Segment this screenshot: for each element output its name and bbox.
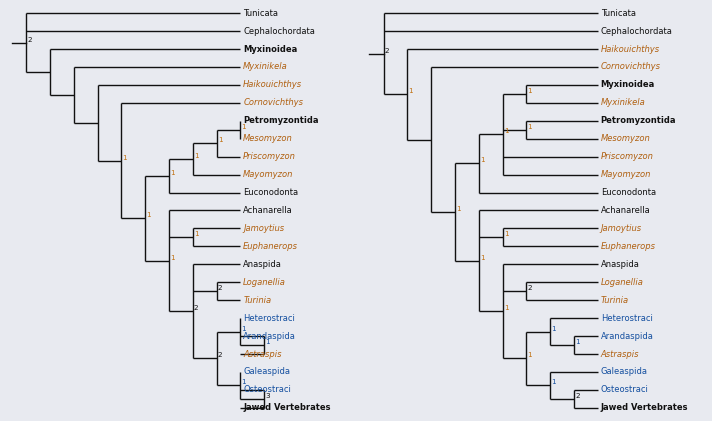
- Text: Jawed Vertebrates: Jawed Vertebrates: [244, 403, 331, 412]
- Text: 1: 1: [528, 88, 532, 94]
- Text: Euconodonta: Euconodonta: [601, 188, 656, 197]
- Text: Jamoytius: Jamoytius: [601, 224, 642, 233]
- Text: 1: 1: [170, 255, 174, 261]
- Text: 1: 1: [504, 305, 508, 312]
- Text: 1: 1: [241, 124, 246, 130]
- Text: 2: 2: [218, 352, 222, 359]
- Text: Cephalochordata: Cephalochordata: [244, 27, 315, 36]
- Text: 2: 2: [218, 285, 222, 291]
- Text: 1: 1: [241, 325, 246, 332]
- Text: Galeaspida: Galeaspida: [601, 368, 648, 376]
- Text: 2: 2: [528, 285, 532, 291]
- Text: 2: 2: [575, 393, 580, 399]
- Text: 1: 1: [170, 170, 174, 176]
- Text: Euconodonta: Euconodonta: [244, 188, 298, 197]
- Text: Myxinikela: Myxinikela: [244, 62, 288, 72]
- Text: Osteostraci: Osteostraci: [244, 385, 291, 394]
- Text: 1: 1: [456, 206, 461, 212]
- Text: Haikouichthys: Haikouichthys: [601, 45, 660, 53]
- Text: Petromyzontida: Petromyzontida: [244, 116, 319, 125]
- Text: Achanarella: Achanarella: [244, 206, 293, 215]
- Text: Arandaspida: Arandaspida: [601, 332, 654, 341]
- Text: Turinia: Turinia: [244, 296, 271, 305]
- Text: Haikouichthys: Haikouichthys: [244, 80, 303, 89]
- Text: Mayomyzon: Mayomyzon: [601, 170, 651, 179]
- Text: Cephalochordata: Cephalochordata: [601, 27, 673, 36]
- Text: Anaspida: Anaspida: [601, 260, 639, 269]
- Text: Astraspis: Astraspis: [601, 349, 639, 359]
- Text: 2: 2: [194, 305, 199, 312]
- Text: Priscomyzon: Priscomyzon: [244, 152, 296, 161]
- Text: Priscomyzon: Priscomyzon: [601, 152, 654, 161]
- Text: Loganellia: Loganellia: [601, 278, 644, 287]
- Text: 1: 1: [528, 124, 532, 130]
- Text: 2: 2: [384, 48, 389, 54]
- Text: 3: 3: [266, 393, 270, 399]
- Text: 1: 1: [147, 212, 151, 218]
- Text: Arandaspida: Arandaspida: [244, 332, 296, 341]
- Text: 1: 1: [218, 137, 222, 143]
- Text: Jawed Vertebrates: Jawed Vertebrates: [601, 403, 688, 412]
- Text: 1: 1: [241, 379, 246, 385]
- Text: Osteostraci: Osteostraci: [601, 385, 649, 394]
- Text: Mesomyzon: Mesomyzon: [244, 134, 293, 143]
- Text: Petromyzontida: Petromyzontida: [601, 116, 676, 125]
- Text: Myxinoidea: Myxinoidea: [244, 45, 298, 53]
- Text: 1: 1: [480, 255, 485, 261]
- Text: Turinia: Turinia: [601, 296, 629, 305]
- Text: Mesomyzon: Mesomyzon: [601, 134, 650, 143]
- Text: Jamoytius: Jamoytius: [244, 224, 284, 233]
- Text: 1: 1: [122, 155, 127, 160]
- Text: Loganellia: Loganellia: [244, 278, 286, 287]
- Text: Cornovichthys: Cornovichthys: [244, 99, 303, 107]
- Text: 1: 1: [266, 339, 270, 345]
- Text: 1: 1: [504, 128, 508, 134]
- Text: Tunicata: Tunicata: [601, 9, 636, 18]
- Text: 1: 1: [409, 88, 413, 94]
- Text: Achanarella: Achanarella: [601, 206, 650, 215]
- Text: Mayomyzon: Mayomyzon: [244, 170, 293, 179]
- Text: Heterostraci: Heterostraci: [244, 314, 295, 322]
- Text: 1: 1: [194, 153, 199, 159]
- Text: 1: 1: [504, 232, 508, 237]
- Text: 2: 2: [27, 37, 32, 43]
- Text: 1: 1: [551, 325, 556, 332]
- Text: Galeaspida: Galeaspida: [244, 368, 290, 376]
- Text: Heterostraci: Heterostraci: [601, 314, 652, 322]
- Text: Cornovichthys: Cornovichthys: [601, 62, 661, 72]
- Text: 1: 1: [194, 232, 199, 237]
- Text: 1: 1: [575, 339, 580, 345]
- Text: Myxinikela: Myxinikela: [601, 99, 645, 107]
- Text: 1: 1: [528, 352, 532, 359]
- Text: Myxinoidea: Myxinoidea: [601, 80, 655, 89]
- Text: Astraspis: Astraspis: [244, 349, 282, 359]
- Text: Euphanerops: Euphanerops: [601, 242, 656, 251]
- Text: 1: 1: [480, 157, 485, 163]
- Text: Tunicata: Tunicata: [244, 9, 278, 18]
- Text: 1: 1: [551, 379, 556, 385]
- Text: Euphanerops: Euphanerops: [244, 242, 298, 251]
- Text: Anaspida: Anaspida: [244, 260, 282, 269]
